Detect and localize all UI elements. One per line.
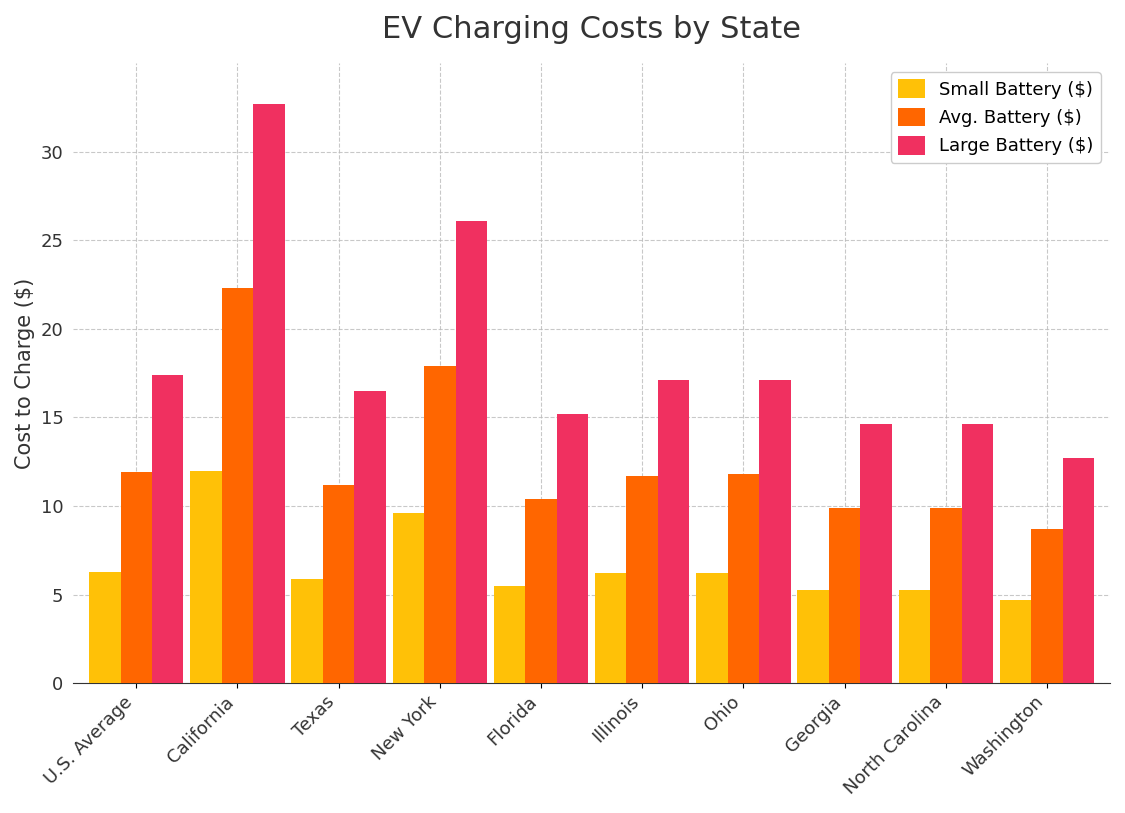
Bar [424, 366, 456, 683]
Bar [525, 499, 557, 683]
Bar [1032, 529, 1063, 683]
Bar [696, 573, 728, 683]
Legend: Small Battery ($), Avg. Battery ($), Large Battery ($): Small Battery ($), Avg. Battery ($), Lar… [891, 72, 1101, 163]
Bar [759, 380, 791, 683]
Bar [557, 414, 588, 683]
Y-axis label: Cost to Charge ($): Cost to Charge ($) [15, 277, 35, 469]
Bar [899, 590, 930, 683]
Bar [861, 424, 892, 683]
Bar [89, 572, 120, 683]
Bar [323, 485, 354, 683]
Bar [829, 508, 861, 683]
Bar [354, 391, 386, 683]
Bar [728, 474, 759, 683]
Bar [930, 508, 962, 683]
Bar [627, 476, 658, 683]
Bar [595, 573, 627, 683]
Bar [253, 104, 285, 683]
Bar [494, 585, 525, 683]
Bar [190, 471, 222, 683]
Bar [798, 590, 829, 683]
Bar [152, 375, 183, 683]
Bar [120, 472, 152, 683]
Bar [222, 288, 253, 683]
Bar [1000, 600, 1032, 683]
Title: EV Charging Costs by State: EV Charging Costs by State [382, 15, 801, 44]
Bar [658, 380, 690, 683]
Bar [456, 220, 487, 683]
Bar [393, 513, 424, 683]
Bar [1063, 459, 1095, 683]
Bar [291, 579, 323, 683]
Bar [962, 424, 993, 683]
